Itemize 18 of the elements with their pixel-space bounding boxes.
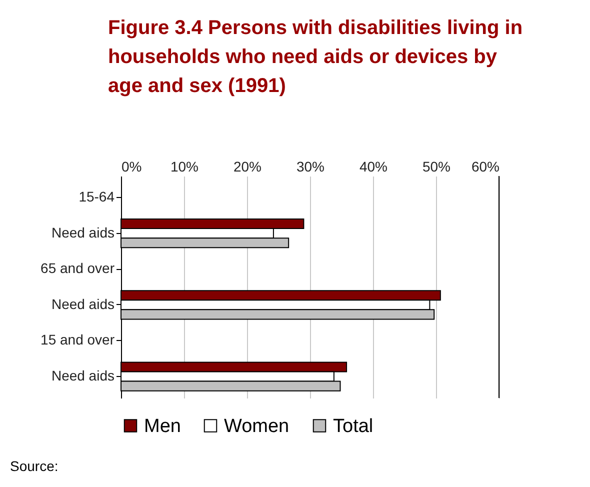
x-tick-label: 30% bbox=[296, 158, 325, 174]
x-tick-label: 60% bbox=[471, 158, 500, 174]
y-tick-label: Need aids bbox=[51, 368, 114, 384]
legend-label: Women bbox=[224, 416, 290, 437]
x-tick-label: 10% bbox=[170, 158, 199, 174]
y-tick-label: Need aids bbox=[51, 224, 114, 240]
y-tick-label: Need aids bbox=[51, 296, 114, 312]
y-tick-label: 15-64 bbox=[78, 188, 115, 204]
legend-label: Men bbox=[144, 416, 181, 437]
y-tick-label: 15 and over bbox=[40, 332, 115, 348]
x-tick-label: 50% bbox=[422, 158, 451, 174]
source-note: Source: bbox=[10, 458, 58, 474]
legend-label: Total bbox=[333, 416, 374, 437]
y-tick-label: 65 and over bbox=[40, 260, 115, 276]
x-tick-label: 40% bbox=[359, 158, 388, 174]
x-tick-label: 20% bbox=[233, 158, 262, 174]
x-tick-label: 0% bbox=[122, 158, 142, 174]
chart-title: Figure 3.4 Persons with disabilities living in households who need aids or devices by age and sex (1991) bbox=[108, 16, 524, 99]
